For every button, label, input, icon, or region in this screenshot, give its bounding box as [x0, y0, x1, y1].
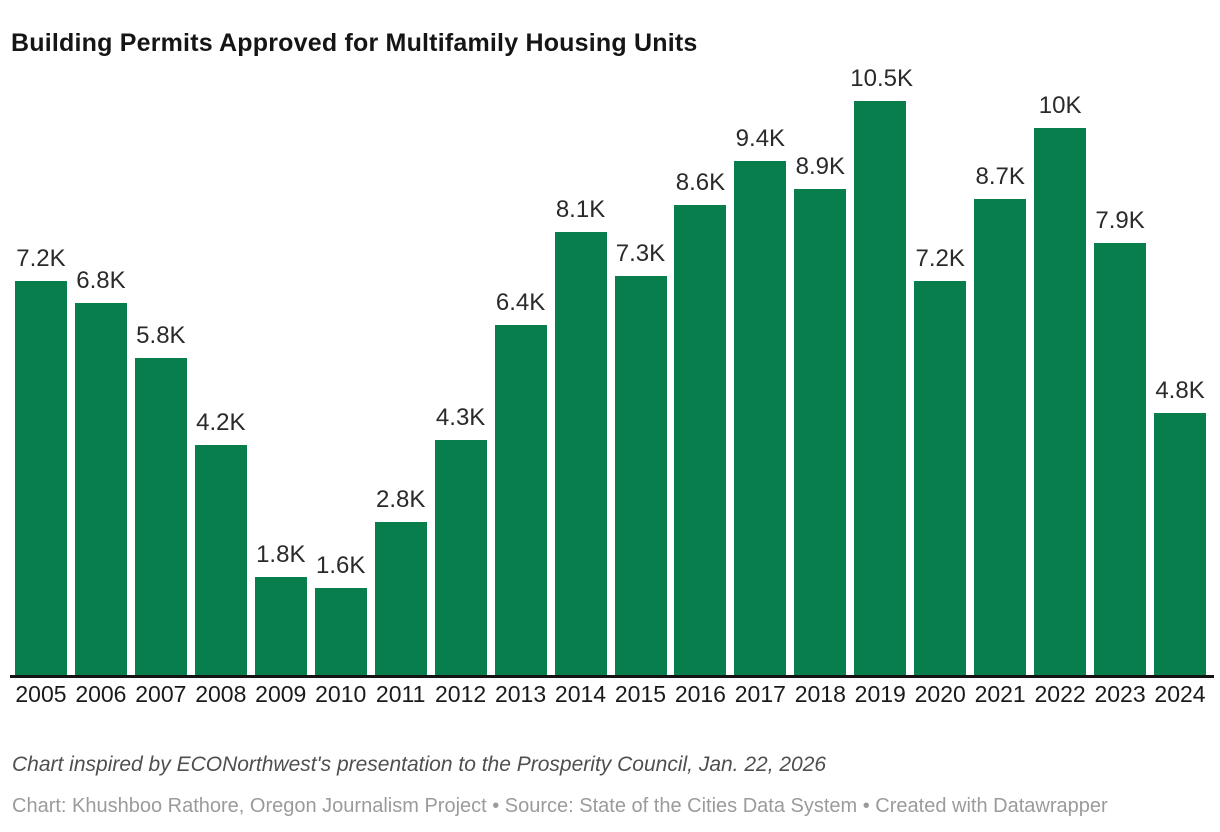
bar[interactable] [614, 275, 667, 675]
bar[interactable] [314, 587, 367, 675]
bar-value-label: 8.1K [555, 196, 606, 224]
bar[interactable] [134, 357, 187, 675]
x-axis-tick-label: 2012 [435, 681, 487, 707]
x-axis-tick-label: 2015 [614, 681, 667, 707]
bar-column: 8.1K [551, 0, 611, 675]
x-axis-tick-label: 2020 [914, 681, 966, 707]
bar-value-label: 5.8K [136, 321, 186, 349]
chart-footnote: Chart inspired by ECONorthwest's present… [12, 753, 827, 776]
bar-value-label: 4.3K [435, 403, 486, 431]
bar-column: 8.9K [790, 0, 850, 675]
bar-value-label: 8.7K [975, 163, 1025, 191]
x-axis-tick-label: 2009 [255, 681, 307, 707]
x-axis-tick-label: 2013 [494, 681, 547, 707]
x-axis-tick-label: 2008 [195, 681, 247, 707]
x-axis-tick-label: 2017 [734, 681, 786, 707]
bar-column: 2.8K [371, 0, 431, 675]
bar-column: 6.8K [71, 0, 131, 675]
x-axis-tick-label: 2006 [75, 681, 127, 707]
bar-value-label: 9.4K [735, 125, 786, 153]
bar-value-label: 7.9K [1095, 207, 1145, 235]
bar-value-label: 4.8K [1155, 376, 1205, 404]
bar-column: 8.7K [970, 0, 1030, 675]
x-axis-tick-label: 2018 [794, 681, 846, 707]
plot-area: 7.2K 6.8K 5.8K 4.2K 1.8K 1.6K 2.8K 4.3K … [11, 0, 1210, 675]
bar-value-label: 1.6K [316, 551, 366, 579]
bar[interactable] [194, 445, 247, 675]
bar[interactable] [914, 281, 967, 675]
bar-value-label: 8.6K [675, 168, 726, 196]
bar-value-label: 2.8K [375, 485, 426, 513]
bar[interactable] [494, 325, 547, 675]
bar[interactable] [434, 439, 487, 675]
bar-column: 4.2K [191, 0, 251, 675]
chart-credit-line: Chart: Khushboo Rathore, Oregon Journali… [12, 795, 1108, 817]
bar-column: 5.8K [131, 0, 191, 675]
x-axis-tick-label: 2011 [375, 681, 426, 707]
bar-value-label: 7.3K [615, 239, 666, 267]
bar-value-label: 10.5K [850, 65, 914, 92]
bar-column: 9.4K [730, 0, 790, 675]
bar-value-label: 8.9K [795, 152, 845, 180]
bar-column: 7.3K [611, 0, 671, 675]
x-axis-line [10, 675, 1214, 678]
bar[interactable] [1094, 243, 1147, 675]
x-axis-tick-label: 2005 [15, 681, 67, 707]
x-axis-tick-label: 2023 [1094, 681, 1146, 707]
x-axis-tick-label: 2021 [974, 681, 1026, 707]
bar[interactable] [1034, 128, 1087, 675]
bar-value-label: 4.2K [196, 409, 246, 437]
bar[interactable] [674, 204, 727, 675]
bar-column: 4.3K [431, 0, 491, 675]
bar[interactable] [374, 521, 427, 675]
bar-column: 1.8K [251, 0, 311, 675]
bar-column: 1.6K [311, 0, 371, 675]
bar[interactable] [74, 303, 127, 675]
bar-value-label: 7.2K [16, 245, 66, 273]
bar[interactable] [554, 232, 607, 675]
bar-value-label: 7.2K [915, 245, 965, 273]
bar-column: 10.5K [850, 0, 914, 675]
x-axis-labels: 2005 2006 2007 2008 2009 2010 2011 2012 2013 2014… [0, 681, 1220, 711]
chart-title: Building Permits Approved for Multifamil… [11, 28, 698, 57]
bar-column: 8.6K [670, 0, 730, 675]
bar[interactable] [974, 199, 1027, 675]
bar-column: 7.9K [1090, 0, 1150, 675]
bar[interactable] [1154, 412, 1207, 675]
x-axis-tick-label: 2010 [315, 681, 367, 707]
x-axis-tick-label: 2016 [674, 681, 726, 707]
x-axis-tick-label: 2007 [135, 681, 187, 707]
x-axis-tick-label: 2022 [1034, 681, 1086, 707]
bar-column: 7.2K [11, 0, 71, 675]
bar[interactable] [254, 576, 307, 675]
bar-value-label: 10K [1038, 92, 1082, 120]
x-axis-tick-label: 2014 [554, 681, 607, 707]
bar-column: 10K [1030, 0, 1090, 675]
bar-column: 6.4K [491, 0, 551, 675]
bar[interactable] [15, 281, 67, 675]
bar[interactable] [794, 188, 847, 675]
bar[interactable] [734, 161, 787, 675]
bar-column: 7.2K [910, 0, 970, 675]
x-axis-tick-label: 2024 [1154, 681, 1206, 707]
bar-column: 4.8K [1150, 0, 1210, 675]
bar-value-label: 1.8K [256, 540, 306, 568]
bar-value-label: 6.8K [76, 267, 126, 295]
bar-value-label: 6.4K [495, 289, 546, 317]
x-axis-tick-label: 2019 [854, 681, 906, 707]
bar[interactable] [854, 101, 907, 675]
